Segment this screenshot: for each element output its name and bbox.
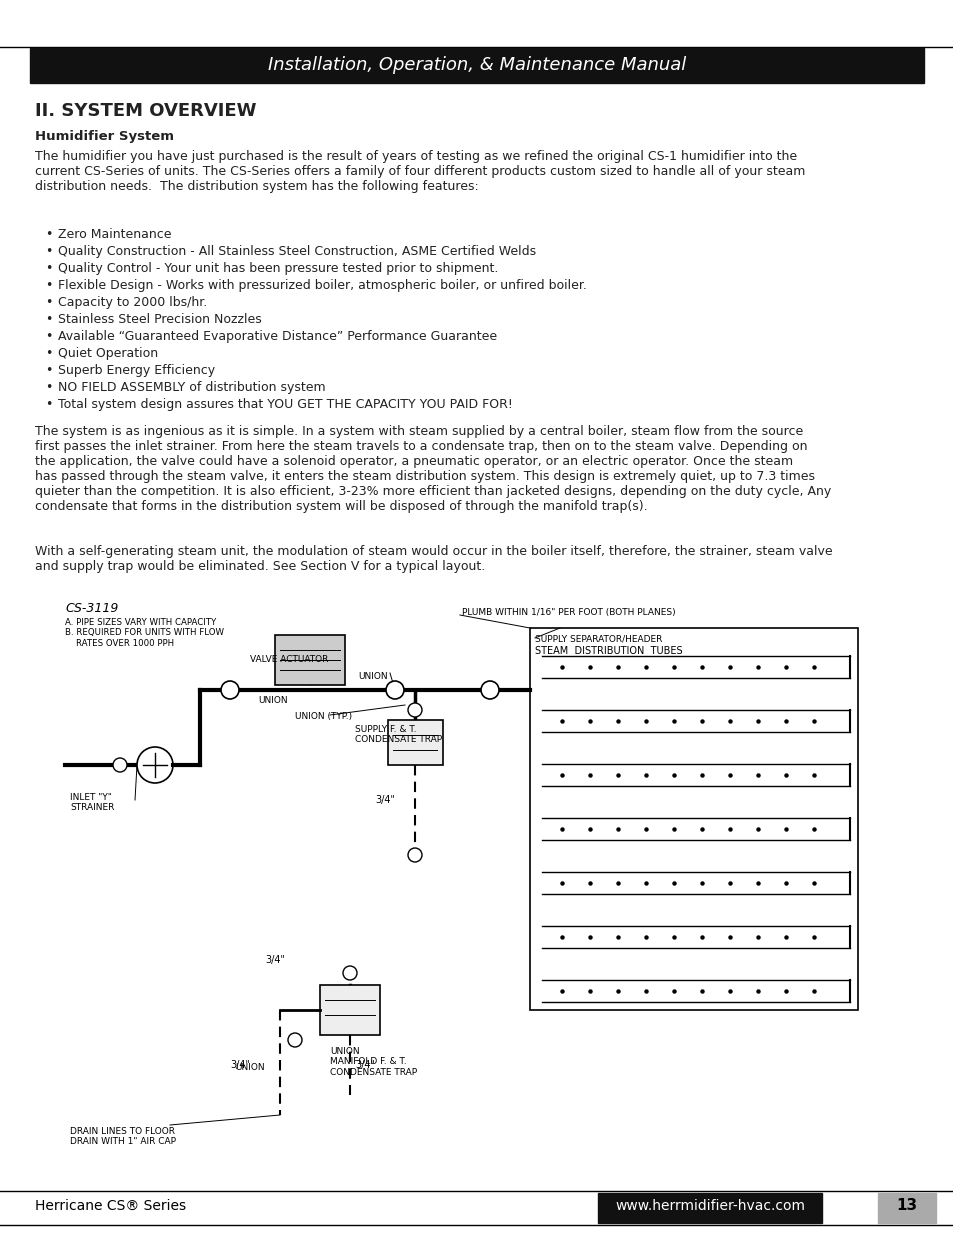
Circle shape	[386, 680, 403, 699]
Text: •: •	[45, 330, 52, 343]
Text: Quality Construction - All Stainless Steel Construction, ASME Certified Welds: Quality Construction - All Stainless Ste…	[58, 245, 536, 258]
Text: A. PIPE SIZES VARY WITH CAPACITY
B. REQUIRED FOR UNITS WITH FLOW
    RATES OVER : A. PIPE SIZES VARY WITH CAPACITY B. REQU…	[65, 618, 224, 648]
Text: Available “Guaranteed Evaporative Distance” Performance Guarantee: Available “Guaranteed Evaporative Distan…	[58, 330, 497, 343]
Bar	[530, 629, 857, 1010]
Text: Zero Maintenance: Zero Maintenance	[58, 228, 172, 241]
Text: Superb Energy Efficiency: Superb Energy Efficiency	[58, 364, 214, 377]
Circle shape	[221, 680, 239, 699]
Circle shape	[408, 848, 421, 862]
Text: •: •	[45, 279, 52, 291]
Text: •: •	[45, 347, 52, 359]
Text: NO FIELD ASSEMBLY of distribution system: NO FIELD ASSEMBLY of distribution system	[58, 382, 325, 394]
Text: www.herrmidifier-hvac.com: www.herrmidifier-hvac.com	[615, 1199, 804, 1213]
Text: VALVE ACTUATOR: VALVE ACTUATOR	[250, 655, 328, 664]
Bar	[877, 1193, 935, 1223]
Text: •: •	[45, 245, 52, 258]
Bar	[319, 986, 379, 1035]
Text: II. SYSTEM OVERVIEW: II. SYSTEM OVERVIEW	[35, 103, 256, 120]
Text: 3/4": 3/4"	[355, 1060, 375, 1070]
Text: •: •	[45, 262, 52, 275]
Text: Flexible Design - Works with pressurized boiler, atmospheric boiler, or unfired : Flexible Design - Works with pressurized…	[58, 279, 586, 291]
Text: DRAIN LINES TO FLOOR
DRAIN WITH 1" AIR CAP: DRAIN LINES TO FLOOR DRAIN WITH 1" AIR C…	[70, 1128, 175, 1146]
Circle shape	[112, 758, 127, 772]
Text: 13: 13	[896, 1198, 917, 1214]
Text: •: •	[45, 364, 52, 377]
Text: Installation, Operation, & Maintenance Manual: Installation, Operation, & Maintenance M…	[268, 57, 685, 74]
Text: UNION: UNION	[357, 672, 387, 680]
Text: •: •	[45, 382, 52, 394]
Circle shape	[480, 680, 498, 699]
Text: •: •	[45, 296, 52, 309]
Bar	[274, 635, 345, 685]
Text: Total system design assures that YOU GET THE CAPACITY YOU PAID FOR!: Total system design assures that YOU GET…	[58, 398, 513, 411]
Bar	[598, 1193, 821, 1223]
Text: With a self-generating steam unit, the modulation of steam would occur in the bo: With a self-generating steam unit, the m…	[35, 545, 832, 573]
Text: PLUMB WITHIN 1/16" PER FOOT (BOTH PLANES): PLUMB WITHIN 1/16" PER FOOT (BOTH PLANES…	[461, 608, 675, 618]
Text: Stainless Steel Precision Nozzles: Stainless Steel Precision Nozzles	[58, 312, 261, 326]
Text: UNION (TYP.): UNION (TYP.)	[294, 713, 352, 721]
Text: •: •	[45, 312, 52, 326]
Circle shape	[137, 747, 172, 783]
Text: SUPPLY F. & T.
CONDENSATE TRAP: SUPPLY F. & T. CONDENSATE TRAP	[355, 725, 441, 745]
Text: Humidifier System: Humidifier System	[35, 130, 173, 143]
Text: STEAM  DISTRIBUTION  TUBES: STEAM DISTRIBUTION TUBES	[535, 646, 682, 656]
Bar	[30, 48, 923, 83]
Text: Quiet Operation: Quiet Operation	[58, 347, 158, 359]
Text: SUPPLY SEPARATOR/HEADER: SUPPLY SEPARATOR/HEADER	[535, 635, 661, 643]
Circle shape	[288, 1032, 302, 1047]
Text: UNION: UNION	[234, 1063, 264, 1072]
Text: •: •	[45, 228, 52, 241]
Text: Quality Control - Your unit has been pressure tested prior to shipment.: Quality Control - Your unit has been pre…	[58, 262, 497, 275]
Text: The humidifier you have just purchased is the result of years of testing as we r: The humidifier you have just purchased i…	[35, 149, 804, 193]
Text: 3/4": 3/4"	[230, 1060, 250, 1070]
Text: 3/4": 3/4"	[265, 955, 285, 965]
Text: INLET "Y"
STRAINER: INLET "Y" STRAINER	[70, 793, 114, 813]
Circle shape	[408, 703, 421, 718]
Circle shape	[343, 966, 356, 981]
Text: •: •	[45, 398, 52, 411]
Text: UNION
MANIFOLD F. & T.
CONDENSATE TRAP: UNION MANIFOLD F. & T. CONDENSATE TRAP	[330, 1047, 416, 1077]
Text: Capacity to 2000 lbs/hr.: Capacity to 2000 lbs/hr.	[58, 296, 207, 309]
Text: The system is as ingenious as it is simple. In a system with steam supplied by a: The system is as ingenious as it is simp…	[35, 425, 830, 513]
Text: CS-3119: CS-3119	[65, 601, 118, 615]
Text: Herricane CS® Series: Herricane CS® Series	[35, 1199, 186, 1213]
Text: UNION: UNION	[257, 697, 287, 705]
Text: 3/4": 3/4"	[375, 795, 395, 805]
Bar	[388, 720, 442, 764]
